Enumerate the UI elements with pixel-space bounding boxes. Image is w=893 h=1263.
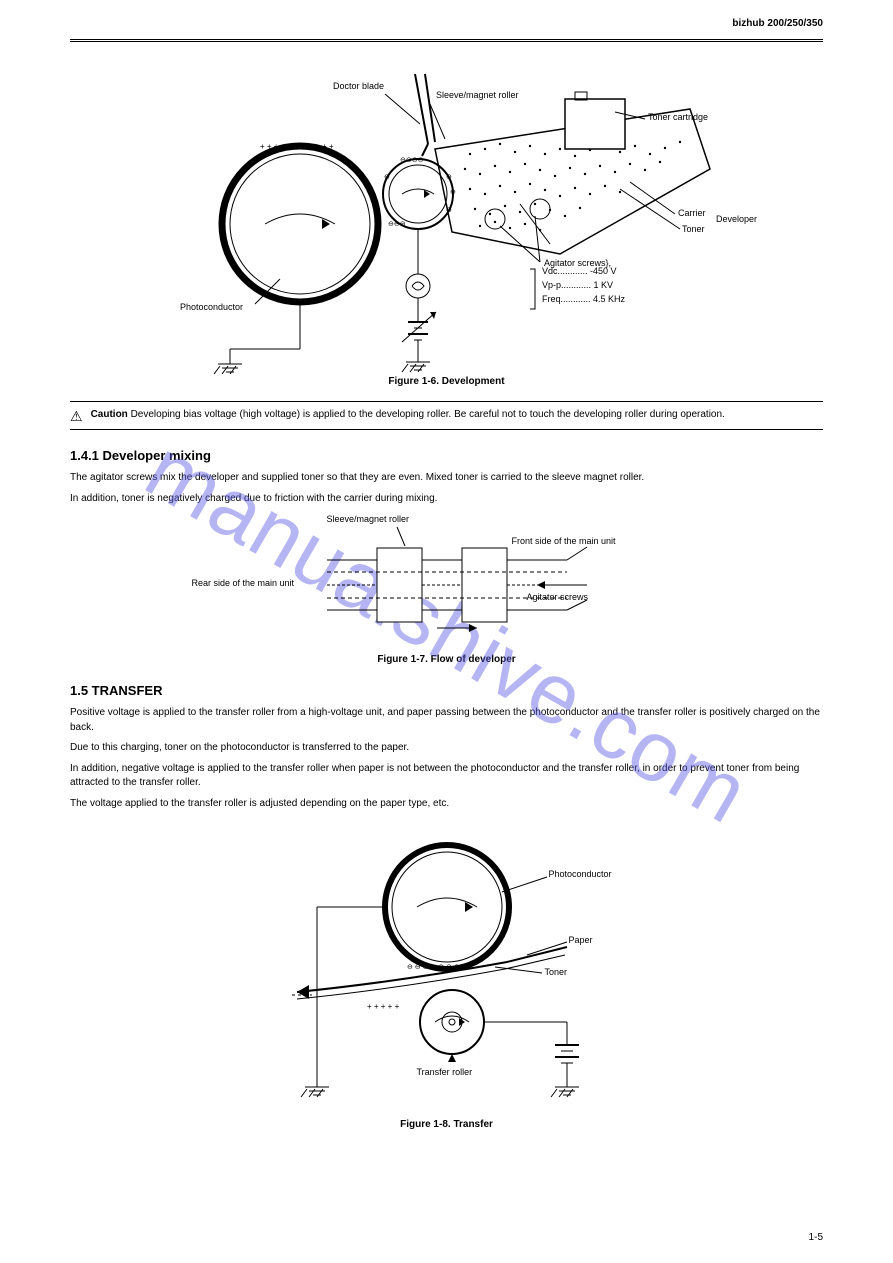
label-fig2-rear: Rear side of the main unit [192, 578, 295, 589]
label-toner-cartridge: Toner cartridge [648, 112, 708, 123]
label-fig3-photoconductor: Photoconductor [549, 869, 612, 880]
heading-1-4-1: 1.4.1 Developer mixing [70, 448, 823, 463]
divider-top [70, 401, 823, 402]
svg-text:⊖ ⊖ ⊖ ⊖ ⊖ ⊖ ⊖: ⊖ ⊖ ⊖ ⊖ ⊖ ⊖ ⊖ [407, 964, 460, 971]
svg-text:⊖⊖⊖: ⊖⊖⊖ [388, 221, 406, 228]
label-fig3-paper: Paper [569, 935, 593, 946]
para-transfer-2: Due to this charging, toner on the photo… [70, 741, 823, 756]
caution-icon: ⚠ [70, 409, 83, 423]
svg-text:⊖⊖⊖⊖: ⊖⊖⊖⊖ [400, 157, 424, 164]
label-bias-vpp: Vp-p............ 1 KV [542, 280, 613, 291]
label-sleeve: Sleeve/magnet roller [436, 90, 519, 101]
svg-text:⊖: ⊖ [446, 174, 452, 181]
para-transfer-4: The voltage applied to the transfer roll… [70, 797, 823, 812]
figure-1-7-caption: Figure 1-7. Flow of developer [70, 654, 823, 665]
label-fig3-toner: Toner [545, 967, 568, 978]
header-rule [70, 39, 823, 42]
label-fig2-sleeve: Sleeve/magnet roller [327, 514, 410, 525]
label-fig2-agitator: Agitator screws [527, 592, 589, 603]
label-fig2-front: Front side of the main unit [512, 536, 616, 547]
figure-1-8-caption: Figure 1-8. Transfer [70, 1119, 823, 1130]
figure-1-8: ⊖ ⊖ ⊖ ⊖ ⊖ ⊖ ⊖ + + + + + [247, 817, 647, 1117]
para-mixing-2: In addition, toner is negatively charged… [70, 492, 823, 507]
svg-text:⊖: ⊖ [450, 189, 456, 196]
caution-label: Caution [91, 409, 128, 420]
label-toner: Toner [682, 224, 705, 235]
label-developer: Developer [716, 214, 757, 225]
para-transfer-3: In addition, negative voltage is applied… [70, 762, 823, 791]
label-bias-freq: Freq............ 4.5 KHz [542, 294, 625, 305]
figure-1-7: Sleeve/magnet roller Front side of the m… [287, 512, 607, 652]
heading-1-5: 1.5 TRANSFER [70, 683, 823, 698]
caution-block: ⚠ Caution Developing bias voltage (high … [70, 408, 823, 423]
label-photoconductor: Photoconductor [180, 302, 243, 313]
page-number: 1-5 [809, 1232, 823, 1243]
figure-1-6: + + + + + + + + + + + ⊖⊖⊖⊖ ⊖ ⊖ ⊖ ⊖⊖⊖ ⊖ [170, 54, 730, 374]
caution-text: Developing bias voltage (high voltage) i… [131, 409, 725, 420]
header-model: bizhub 200/250/350 [732, 18, 823, 29]
svg-text:⊖: ⊖ [384, 174, 390, 181]
divider-bottom [70, 429, 823, 430]
svg-text:+ + + + +: + + + + + [367, 1002, 400, 1011]
para-transfer-1: Positive voltage is applied to the trans… [70, 706, 823, 735]
label-fig3-transfer-roller: Transfer roller [417, 1067, 473, 1078]
para-mixing-1: The agitator screws mix the developer an… [70, 471, 823, 486]
label-doctor-blade: Doctor blade [333, 81, 384, 92]
svg-text:+ + + + + + + + + + +: + + + + + + + + + + + [260, 142, 334, 151]
figure-1-6-caption: Figure 1-6. Development [70, 376, 823, 387]
label-carrier: Carrier [678, 208, 706, 219]
label-bias-dc: Vdc............ -450 V [542, 266, 617, 277]
